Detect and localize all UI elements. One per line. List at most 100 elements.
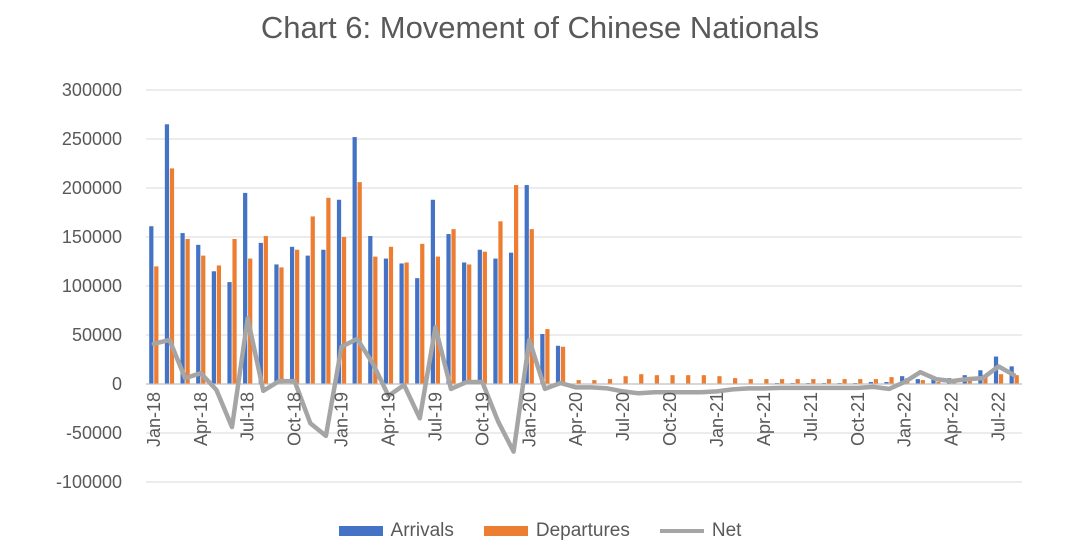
legend-swatch-net	[659, 529, 704, 533]
bar-departures-Oct-19	[482, 251, 487, 384]
bar-departures-Sep-19	[467, 264, 472, 384]
bar-arrivals-Feb-18	[164, 124, 170, 385]
bar-departures-Feb-19	[357, 182, 362, 384]
bar-departures-Feb-18	[169, 168, 175, 384]
bar-departures-Mar-18	[185, 238, 190, 384]
x-tick-label: Jan-19	[332, 392, 352, 447]
bar-arrivals-Jul-19	[430, 199, 435, 384]
bar-arrivals-Aug-19	[446, 234, 451, 384]
bar-departures-Apr-18	[201, 255, 206, 384]
x-tick-label: Oct-19	[472, 392, 492, 446]
bar-departures-Jun-18	[232, 238, 237, 384]
bar-arrivals-Aug-18	[258, 242, 263, 384]
legend-swatch-departures	[483, 526, 528, 536]
bar-departures-May-19	[404, 262, 409, 384]
series-line-net	[151, 316, 1017, 454]
x-tick-label: Jul-22	[989, 392, 1009, 441]
bar-departures-Nov-18	[310, 216, 315, 384]
y-tick-label: -100000	[56, 472, 122, 492]
bar-departures-Aug-22	[1014, 375, 1019, 384]
bar-arrivals-May-19	[399, 263, 404, 384]
y-tick-label: -50000	[66, 423, 122, 443]
bar-arrivals-Nov-19	[493, 258, 498, 384]
bar-arrivals-Mar-20	[555, 345, 561, 384]
bar-departures-Feb-22	[920, 380, 925, 384]
bar-arrivals-Sep-18	[274, 264, 279, 384]
chart-legend: Arrivals Departures Net	[0, 520, 1080, 542]
x-tick-label: Jul-19	[425, 392, 445, 441]
legend-swatch-arrivals	[338, 526, 383, 536]
bars	[149, 124, 1019, 385]
y-tick-label: 0	[112, 374, 122, 394]
bar-arrivals-Apr-19	[383, 258, 389, 384]
bar-departures-Dec-18	[326, 197, 331, 384]
bar-departures-Sep-20	[654, 375, 660, 384]
y-tick-label: 100000	[62, 276, 122, 296]
bar-arrivals-Jan-20	[524, 185, 529, 384]
x-tick-label: Apr-21	[754, 392, 774, 446]
x-tick-label: Jul-20	[613, 392, 633, 441]
bar-departures-Oct-18	[295, 249, 300, 384]
bar-departures-Jun-22	[983, 376, 988, 384]
bar-arrivals-Jul-18	[243, 192, 248, 384]
bar-arrivals-Mar-19	[368, 236, 373, 384]
bar-departures-Mar-20	[560, 346, 566, 384]
bar-departures-Jun-19	[420, 243, 425, 384]
bar-departures-Feb-20	[545, 329, 550, 384]
legend-label-net: Net	[711, 520, 742, 541]
legend-item-net: Net	[659, 520, 742, 542]
x-tick-label: Oct-18	[285, 392, 305, 446]
y-tick-label: 50000	[72, 325, 122, 345]
bar-departures-Jan-19	[341, 237, 347, 384]
bar-departures-Jan-20	[529, 229, 534, 384]
x-axis-tick-labels: Jan-18 Apr-18 Jul-18 Oct-18 Jan-19 Apr-19 Jul-…	[144, 392, 1009, 447]
bar-departures-Nov-21	[873, 379, 879, 384]
bar-departures-May-21	[779, 379, 785, 384]
x-tick-label: Jan-21	[707, 392, 727, 447]
x-tick-label: Jul-21	[801, 392, 821, 441]
bar-arrivals-Jan-22	[900, 376, 905, 384]
bar-arrivals-Feb-22	[915, 379, 920, 384]
x-tick-label: Apr-20	[566, 392, 586, 446]
bar-departures-Jul-20	[623, 376, 628, 384]
bar-arrivals-Dec-21	[884, 382, 889, 384]
bar-arrivals-Nov-18	[305, 255, 310, 384]
bar-departures-Jul-22	[998, 374, 1004, 384]
bar-departures-Aug-20	[639, 374, 644, 384]
legend-item-departures: Departures	[483, 520, 630, 542]
bar-arrivals-Apr-18	[196, 244, 201, 384]
x-tick-label: Oct-21	[848, 392, 868, 446]
bar-departures-Dec-19	[514, 185, 519, 384]
bar-arrivals-Dec-19	[508, 252, 514, 384]
bar-departures-Nov-20	[686, 375, 691, 384]
bar-departures-Aug-19	[451, 229, 456, 384]
bar-departures-Aug-21	[826, 379, 832, 384]
bar-departures-Apr-21	[764, 379, 769, 384]
y-tick-label: 150000	[62, 227, 122, 247]
bar-departures-Mar-19	[373, 256, 378, 384]
bar-arrivals-Jun-18	[227, 282, 232, 384]
x-tick-label: Apr-18	[191, 392, 211, 446]
x-tick-label: Jan-18	[144, 392, 164, 447]
net-line-layer	[151, 316, 1017, 454]
bar-departures-Jan-18	[154, 266, 159, 384]
bar-departures-Sep-21	[842, 379, 847, 384]
y-tick-label: 200000	[62, 178, 122, 198]
bar-departures-Jan-21	[717, 376, 722, 384]
bar-arrivals-Jun-19	[415, 278, 420, 384]
bar-departures-Feb-21	[733, 378, 738, 384]
bar-arrivals-Oct-18	[289, 246, 295, 384]
bar-departures-Mar-21	[748, 379, 753, 384]
x-tick-label: Jul-18	[238, 392, 258, 441]
bar-departures-May-20	[592, 380, 597, 384]
x-tick-label: Jan-22	[895, 392, 915, 447]
bar-departures-Apr-20	[576, 380, 581, 384]
bar-arrivals-Oct-19	[477, 249, 482, 384]
bar-departures-Oct-20	[670, 375, 675, 384]
bar-arrivals-Nov-21	[868, 382, 873, 384]
bar-departures-Jun-20	[607, 379, 613, 384]
bar-departures-Dec-20	[701, 375, 706, 384]
y-axis-tick-labels: 300000 250000 200000 150000 100000 50000 0 -500…	[56, 80, 122, 492]
chart-title: Chart 6: Movement of Chinese Nationals	[260, 10, 820, 45]
